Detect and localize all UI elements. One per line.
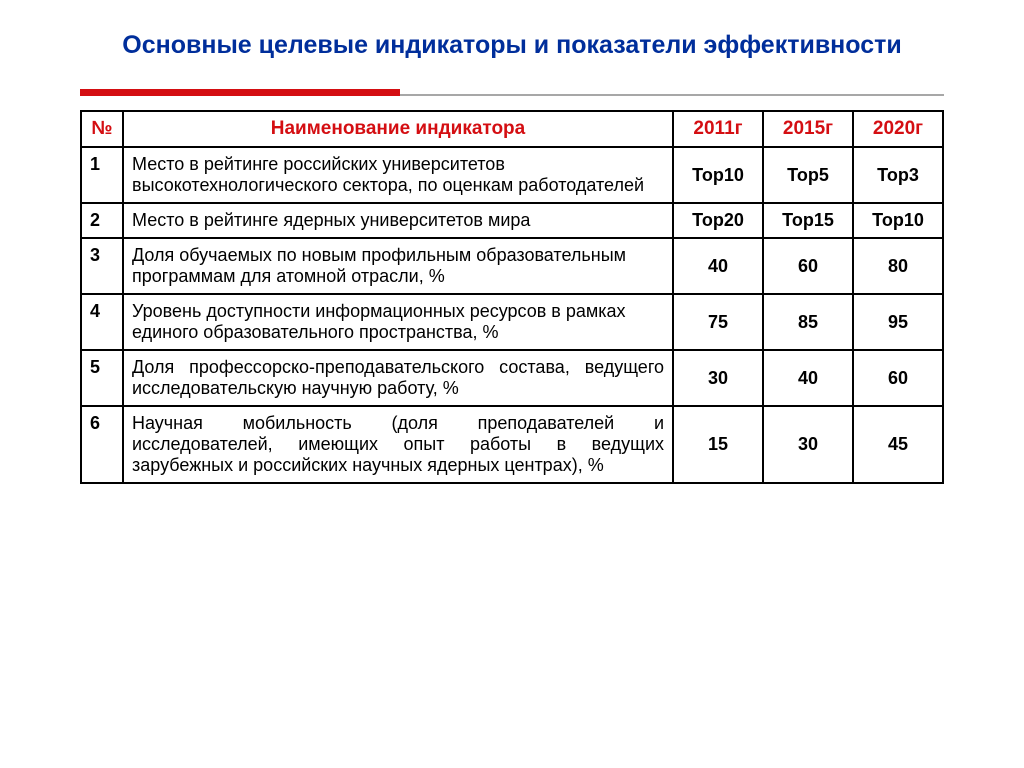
row-y2020: 45 bbox=[853, 406, 943, 483]
header-2020: 2020г bbox=[853, 111, 943, 147]
header-name: Наименование индикатора bbox=[123, 111, 673, 147]
row-num: 1 bbox=[81, 147, 123, 203]
row-name: Уровень доступности информационных ресур… bbox=[123, 294, 673, 350]
row-name: Доля профессорско-преподавательского сос… bbox=[123, 350, 673, 406]
row-y2011: Тор10 bbox=[673, 147, 763, 203]
header-num: № bbox=[81, 111, 123, 147]
row-y2020: 95 bbox=[853, 294, 943, 350]
header-2015: 2015г bbox=[763, 111, 853, 147]
row-y2020: 60 bbox=[853, 350, 943, 406]
table-body: 1Место в рейтинге российских университет… bbox=[81, 147, 943, 483]
table-row: 6Научная мобильность (доля преподавателе… bbox=[81, 406, 943, 483]
divider-line bbox=[400, 94, 944, 96]
header-2011: 2011г bbox=[673, 111, 763, 147]
row-num: 4 bbox=[81, 294, 123, 350]
row-y2011: 75 bbox=[673, 294, 763, 350]
row-y2011: 40 bbox=[673, 238, 763, 294]
row-num: 2 bbox=[81, 203, 123, 238]
row-y2020: Тор3 bbox=[853, 147, 943, 203]
table-row: 5Доля профессорско-преподавательского со… bbox=[81, 350, 943, 406]
row-y2011: Тор20 bbox=[673, 203, 763, 238]
row-y2015: 60 bbox=[763, 238, 853, 294]
indicators-table: № Наименование индикатора 2011г 2015г 20… bbox=[80, 110, 944, 484]
row-name: Научная мобильность (доля преподавателей… bbox=[123, 406, 673, 483]
table-row: 1Место в рейтинге российских университет… bbox=[81, 147, 943, 203]
row-name: Место в рейтинге ядерных университетов м… bbox=[123, 203, 673, 238]
table-header-row: № Наименование индикатора 2011г 2015г 20… bbox=[81, 111, 943, 147]
table-row: 2Место в рейтинге ядерных университетов … bbox=[81, 203, 943, 238]
row-y2011: 15 bbox=[673, 406, 763, 483]
row-y2011: 30 bbox=[673, 350, 763, 406]
divider bbox=[80, 89, 944, 96]
row-name: Место в рейтинге российских университето… bbox=[123, 147, 673, 203]
row-num: 5 bbox=[81, 350, 123, 406]
row-name: Доля обучаемых по новым профильным образ… bbox=[123, 238, 673, 294]
table-row: 3Доля обучаемых по новым профильным обра… bbox=[81, 238, 943, 294]
divider-bar bbox=[80, 89, 400, 96]
slide-title: Основные целевые индикаторы и показатели… bbox=[80, 30, 944, 61]
row-num: 3 bbox=[81, 238, 123, 294]
slide: Основные целевые индикаторы и показатели… bbox=[0, 0, 1024, 768]
row-y2015: 40 bbox=[763, 350, 853, 406]
table-row: 4Уровень доступности информационных ресу… bbox=[81, 294, 943, 350]
row-num: 6 bbox=[81, 406, 123, 483]
row-y2020: Тор10 bbox=[853, 203, 943, 238]
row-y2015: 30 bbox=[763, 406, 853, 483]
row-y2020: 80 bbox=[853, 238, 943, 294]
row-y2015: Тор5 bbox=[763, 147, 853, 203]
row-y2015: 85 bbox=[763, 294, 853, 350]
row-y2015: Тор15 bbox=[763, 203, 853, 238]
